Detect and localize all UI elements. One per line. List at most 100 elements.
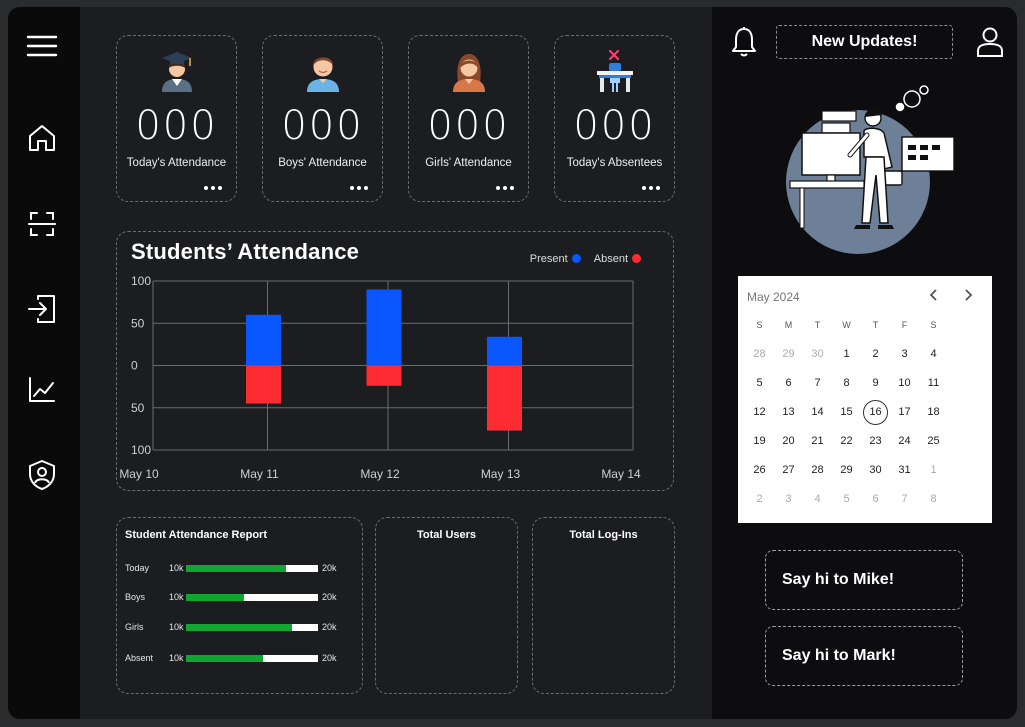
report-row-min: 10k bbox=[169, 563, 184, 573]
bell-icon[interactable] bbox=[730, 26, 758, 58]
x-tick-label: May 11 bbox=[240, 467, 279, 481]
calendar-weekday-label: S bbox=[756, 320, 763, 330]
calendar-weekday-label: S bbox=[930, 320, 937, 330]
home-icon[interactable] bbox=[26, 122, 58, 154]
calendar-day[interactable]: 11 bbox=[927, 377, 940, 389]
calendar-weekday-label: M bbox=[784, 320, 793, 330]
calendar-day[interactable]: 7 bbox=[901, 493, 908, 505]
calendar-day[interactable]: 25 bbox=[927, 435, 940, 447]
login-icon[interactable] bbox=[26, 293, 58, 325]
calendar-day[interactable]: 20 bbox=[782, 435, 795, 447]
calendar-weekday-label: T bbox=[872, 320, 879, 330]
panel-title: Total Log-Ins bbox=[569, 529, 638, 541]
report-row: Absent 10k 20k bbox=[125, 651, 355, 665]
calendar-day[interactable]: 30 bbox=[869, 464, 882, 476]
main-content: 000 Today's Attendance 000 Boys' Attenda… bbox=[80, 7, 712, 719]
app-window: 000 Today's Attendance 000 Boys' Attenda… bbox=[8, 7, 1017, 719]
calendar-day[interactable]: 9 bbox=[872, 377, 879, 389]
calendar-day[interactable]: 4 bbox=[930, 348, 937, 360]
calendar-day[interactable]: 29 bbox=[840, 464, 853, 476]
calendar-day[interactable]: 14 bbox=[811, 406, 824, 418]
x-tick-label: May 14 bbox=[601, 467, 641, 481]
chevron-left-icon[interactable] bbox=[926, 286, 942, 304]
say-hi-mark-button[interactable]: Say hi to Mark! bbox=[765, 626, 963, 686]
girl-icon bbox=[453, 54, 485, 92]
calendar-day[interactable]: 26 bbox=[753, 464, 766, 476]
calendar-day[interactable]: 27 bbox=[782, 464, 795, 476]
calendar-day[interactable]: 1 bbox=[930, 464, 937, 476]
calendar-day[interactable]: 28 bbox=[753, 348, 766, 360]
menu-icon[interactable] bbox=[26, 31, 58, 63]
y-tick-label: 50 bbox=[131, 316, 145, 330]
calendar-day[interactable]: 15 bbox=[840, 406, 853, 418]
stat-card-boys-attendance: 000 Boys' Attendance bbox=[262, 35, 383, 202]
scan-icon[interactable] bbox=[26, 208, 58, 240]
calendar-day[interactable]: 24 bbox=[898, 435, 911, 447]
calendar-day[interactable]: 28 bbox=[811, 464, 824, 476]
calendar-day[interactable]: 29 bbox=[782, 348, 795, 360]
x-tick-label: May 12 bbox=[360, 467, 400, 481]
x-tick-label: May 13 bbox=[481, 467, 521, 481]
chevron-right-icon[interactable] bbox=[960, 286, 976, 304]
report-row-label: Today bbox=[125, 563, 150, 573]
report-row-max: 20k bbox=[322, 622, 337, 632]
calendar-day[interactable]: 17 bbox=[898, 406, 911, 418]
calendar-day[interactable]: 13 bbox=[782, 406, 795, 418]
calendar-day[interactable]: 16 bbox=[861, 400, 890, 425]
calendar-day[interactable]: 3 bbox=[785, 493, 792, 505]
legend-swatch-absent bbox=[632, 254, 641, 263]
calendar-day[interactable]: 6 bbox=[872, 493, 879, 505]
calendar-day[interactable]: 3 bbox=[901, 348, 908, 360]
more-options-icon[interactable] bbox=[204, 186, 226, 194]
calendar-weekday-label: W bbox=[842, 320, 851, 330]
calendar-day[interactable]: 23 bbox=[869, 435, 882, 447]
calendar-day[interactable]: 30 bbox=[811, 348, 824, 360]
calendar-day[interactable]: 7 bbox=[814, 377, 821, 389]
calendar-day[interactable]: 5 bbox=[843, 493, 850, 505]
more-options-icon[interactable] bbox=[350, 186, 372, 194]
progress-bar bbox=[186, 655, 318, 662]
calendar-day[interactable]: 8 bbox=[930, 493, 937, 505]
attendance-chart: 100 50 0 50 100 May 10 May 11 May 12 May 13 May 1… bbox=[119, 274, 641, 481]
calendar-day[interactable]: 12 bbox=[753, 406, 766, 418]
calendar-day[interactable]: 2 bbox=[756, 493, 763, 505]
calendar-day[interactable]: 10 bbox=[898, 377, 911, 389]
calendar-day[interactable]: 5 bbox=[756, 377, 763, 389]
progress-bar bbox=[186, 594, 318, 601]
calendar-day[interactable]: 8 bbox=[843, 377, 850, 389]
chart-line-icon[interactable] bbox=[26, 374, 58, 406]
calendar-day[interactable]: 2 bbox=[872, 348, 879, 360]
calendar-day[interactable]: 31 bbox=[898, 464, 911, 476]
progress-bar-fill bbox=[186, 565, 286, 572]
calendar-widget: May 2024 S M T W T F S 28 29 30 1 2 3 4 5 6 7 8 9 10 11 12 13 1… bbox=[738, 276, 992, 523]
report-row-min: 10k bbox=[169, 592, 184, 602]
right-panel: New Updates! bbox=[712, 7, 1017, 719]
progress-bar bbox=[186, 624, 318, 631]
calendar-day[interactable]: 6 bbox=[785, 377, 792, 389]
user-shield-icon[interactable] bbox=[26, 459, 58, 491]
report-row-max: 20k bbox=[322, 592, 337, 602]
say-hi-mike-button[interactable]: Say hi to Mike! bbox=[765, 550, 963, 610]
more-options-icon[interactable] bbox=[642, 186, 664, 194]
user-profile-icon[interactable] bbox=[976, 26, 1004, 58]
chart-title: Students’ Attendance bbox=[131, 239, 360, 264]
y-tick-label: 100 bbox=[131, 274, 151, 288]
calendar-day[interactable]: 22 bbox=[840, 435, 853, 447]
report-row: Girls 10k 20k bbox=[125, 620, 355, 634]
calendar-day[interactable]: 19 bbox=[753, 435, 766, 447]
calendar-day[interactable]: 18 bbox=[927, 406, 940, 418]
bar-present bbox=[246, 314, 281, 366]
calendar-day[interactable]: 21 bbox=[811, 435, 824, 447]
stat-card-today-absentees: 000 Today's Absentees bbox=[554, 35, 675, 202]
legend-label-absent: Absent bbox=[593, 253, 628, 265]
new-updates-button[interactable]: New Updates! bbox=[776, 25, 953, 59]
report-row-label: Boys bbox=[125, 592, 146, 602]
chart-legend: Present Absent bbox=[520, 253, 641, 265]
attendance-chart-panel: 100 50 0 50 100 May 10 May 11 May 12 May 13 May 1… bbox=[116, 231, 674, 491]
calendar-day[interactable]: 1 bbox=[843, 348, 850, 360]
boy-icon bbox=[307, 57, 339, 92]
more-options-icon[interactable] bbox=[496, 186, 518, 194]
progress-bar-fill bbox=[186, 594, 244, 601]
calendar-weekday-label: T bbox=[814, 320, 821, 330]
calendar-day[interactable]: 4 bbox=[814, 493, 821, 505]
